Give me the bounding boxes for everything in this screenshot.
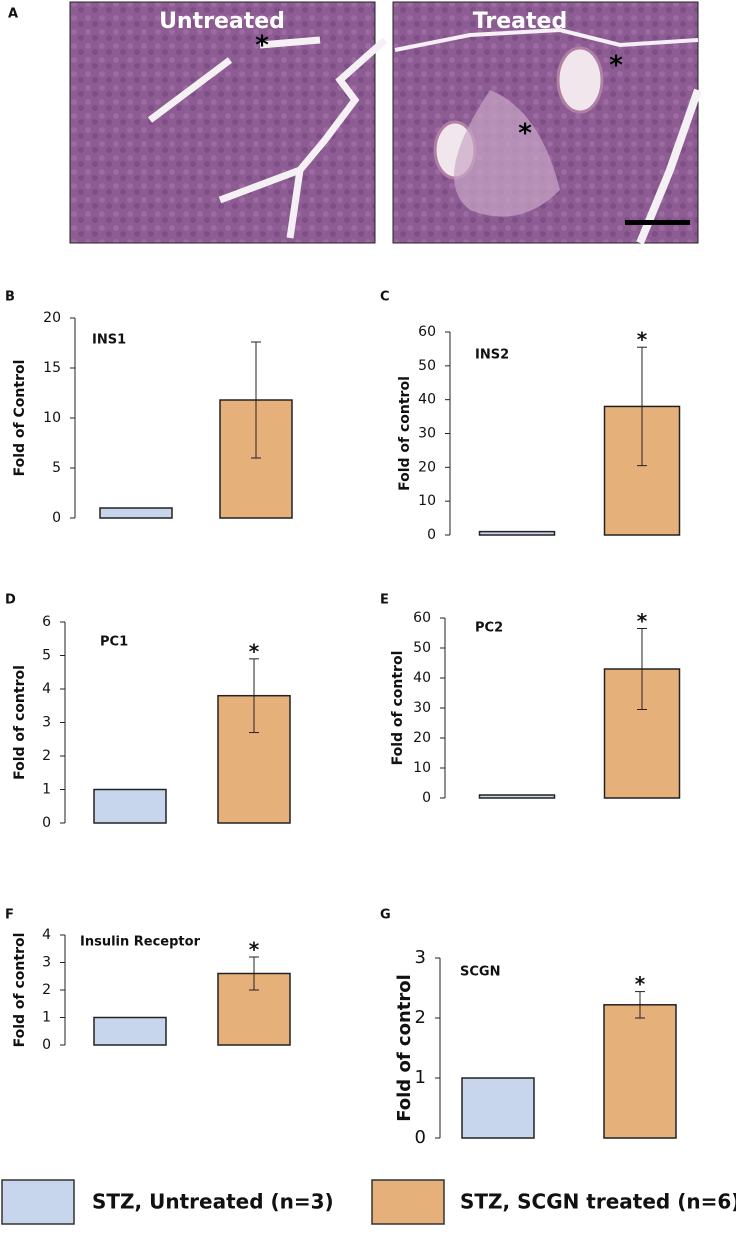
y-axis-label: Fold of control: [390, 651, 406, 766]
y-tick-label: 10: [418, 493, 436, 509]
y-tick-label: 0: [427, 527, 436, 543]
y-tick-label: 0: [42, 815, 51, 831]
asterisk: *: [609, 51, 623, 81]
y-tick-label: 1: [42, 1010, 51, 1026]
y-axis-label: Fold of control: [397, 376, 413, 491]
y-tick-label: 0: [422, 790, 431, 806]
image-title: Untreated: [159, 9, 285, 34]
y-tick-label: 2: [415, 1007, 426, 1028]
panel-label: D: [5, 593, 16, 608]
y-tick-label: 10: [43, 410, 61, 426]
legend-label: STZ, Untreated (n=3): [92, 1190, 334, 1214]
y-tick-label: 0: [415, 1127, 426, 1148]
y-tick-label: 5: [52, 460, 61, 476]
significance: *: [635, 972, 646, 996]
y-axis-label: Fold of control: [12, 933, 28, 1048]
chart-label: INS1: [92, 333, 126, 348]
micrograph-untreated: [69, 1, 388, 244]
y-tick-label: 1: [415, 1067, 426, 1088]
y-tick-label: 40: [418, 392, 436, 408]
y-tick-label: 50: [413, 640, 431, 656]
chart-label: Insulin Receptor: [80, 935, 201, 950]
y-tick-label: 3: [415, 947, 426, 968]
panel-label: G: [380, 908, 391, 923]
y-tick-label: 20: [43, 310, 61, 326]
y-tick-label: 15: [43, 360, 61, 376]
bar: [461, 1077, 535, 1139]
panel-label: A: [8, 7, 18, 22]
y-tick-label: 5: [42, 648, 51, 664]
y-tick-label: 40: [413, 670, 431, 686]
y-tick-label: 2: [42, 982, 51, 998]
image-title: Treated: [473, 9, 567, 34]
y-tick-label: 20: [413, 730, 431, 746]
panel-label: F: [5, 908, 14, 923]
micrograph-treated: [392, 1, 702, 245]
y-tick-label: 4: [42, 927, 51, 943]
y-tick-label: 60: [413, 610, 431, 626]
legend-label: STZ, SCGN treated (n=6): [460, 1190, 736, 1214]
significance: *: [249, 938, 260, 962]
chart-label: PC1: [100, 635, 128, 650]
y-axis-label: Fold of control: [12, 665, 28, 780]
bar: [478, 794, 556, 799]
y-tick-label: 20: [418, 459, 436, 475]
panel-label: C: [380, 290, 390, 305]
y-axis-label: Fold of Control: [12, 360, 28, 477]
y-tick-label: 60: [418, 324, 436, 340]
bar: [93, 1016, 167, 1046]
y-tick-label: 0: [52, 510, 61, 526]
significance: *: [637, 609, 648, 633]
legend-swatch: [1, 1179, 75, 1225]
y-tick-label: 10: [413, 760, 431, 776]
bar: [99, 507, 173, 519]
bar: [478, 530, 556, 536]
chart-label: INS2: [475, 348, 509, 363]
asterisk: *: [255, 31, 269, 61]
asterisk: *: [518, 119, 532, 149]
y-tick-label: 30: [413, 700, 431, 716]
panel-label: B: [5, 290, 15, 305]
y-tick-label: 3: [42, 715, 51, 731]
bar: [93, 788, 167, 824]
bar: [603, 1004, 677, 1139]
y-axis-label: Fold of control: [394, 974, 415, 1122]
significance: *: [637, 328, 648, 352]
legend-swatch: [371, 1179, 445, 1225]
y-tick-label: 50: [418, 358, 436, 374]
significance: *: [249, 639, 260, 663]
y-tick-label: 3: [42, 955, 51, 971]
y-tick-label: 6: [42, 614, 51, 630]
chart-label: SCGN: [460, 965, 500, 980]
panel-label: E: [380, 593, 389, 608]
y-tick-label: 4: [42, 681, 51, 697]
y-tick-label: 30: [418, 426, 436, 442]
y-tick-label: 2: [42, 748, 51, 764]
chart-label: PC2: [475, 621, 503, 636]
y-tick-label: 0: [42, 1037, 51, 1053]
y-tick-label: 1: [42, 782, 51, 798]
